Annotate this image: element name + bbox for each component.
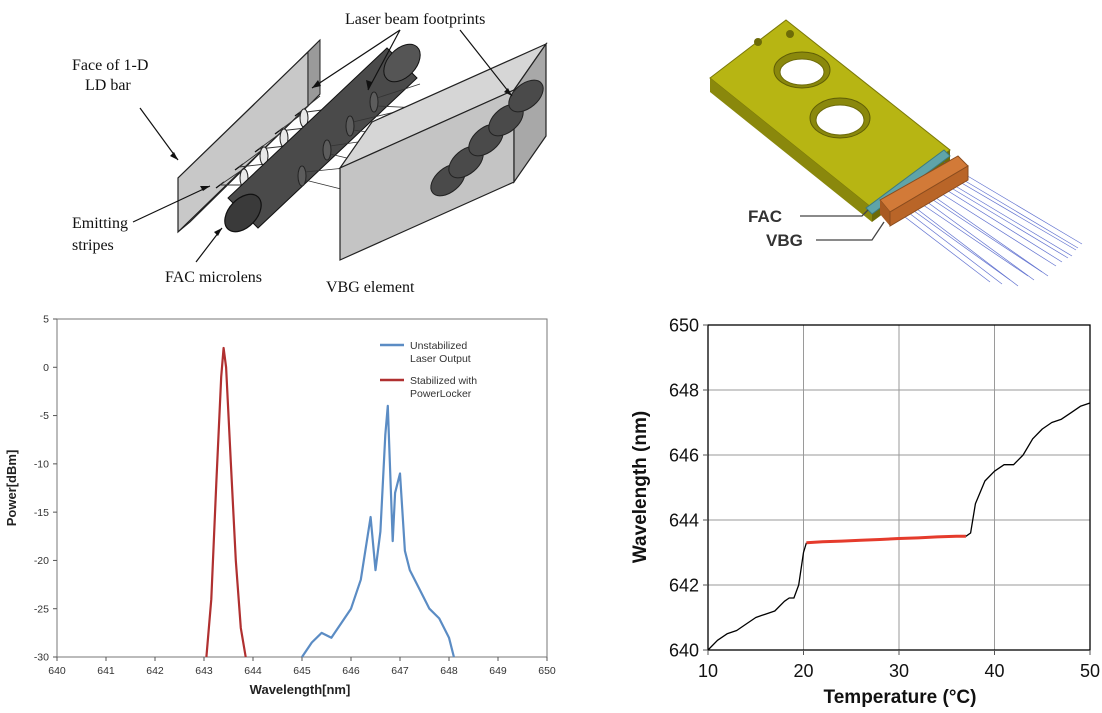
x-tick-label: 648	[440, 665, 458, 677]
spectrum-chart: 640 641 642 643 644 645 646 647 648 649 650 5 0 -5 -1…	[0, 305, 570, 705]
x-tick-label: 20	[793, 661, 813, 681]
temperature-chart: 10 20 30 40 50 650 648 646 644 642 640 Temperatur…	[620, 305, 1102, 708]
y-tick-label: 644	[669, 510, 699, 530]
legend-label-unstabilized-2: Laser Output	[410, 353, 471, 365]
x-axis-label: Temperature (°C)	[824, 687, 977, 708]
x-tick-label: 647	[391, 665, 409, 677]
series-line-1	[806, 534, 966, 545]
y-tick-label: 650	[669, 315, 699, 335]
temperature-chart-svg: 10 20 30 40 50 650 648 646 644 642 640 Temperatur…	[630, 315, 1100, 708]
legend-label-stabilized-2: PowerLocker	[410, 388, 472, 400]
label-arrows	[132, 29, 513, 263]
y-tick-label: 648	[669, 380, 699, 400]
plot-area	[56, 318, 548, 658]
y-tick-label: 646	[669, 445, 699, 465]
y-tick-label: 0	[43, 362, 49, 374]
legend: Unstabilized Laser Output Stabilized wit…	[380, 340, 477, 400]
x-tick-label: 646	[342, 665, 360, 677]
label-face-line1: Face of 1-D	[72, 57, 148, 74]
label-vbg: VBG	[766, 231, 803, 250]
ld-bar-vbg-diagram: Face of 1-D LD bar Laser beam footprints…	[0, 0, 560, 300]
label-vbg-element: VBG element	[326, 279, 415, 296]
vbg-element	[338, 42, 548, 261]
x-tick-label: 645	[293, 665, 311, 677]
label-fac-microlens: FAC microlens	[165, 269, 262, 286]
label-emitting-line1: Emitting	[72, 215, 128, 232]
label-footprints: Laser beam footprints	[345, 11, 485, 28]
y-axis-label: Wavelength (nm)	[630, 411, 651, 563]
legend-label-unstabilized-1: Unstabilized	[410, 340, 467, 352]
series-line-0	[301, 404, 455, 658]
x-tick-label: 643	[195, 665, 213, 677]
series-line-0	[707, 542, 808, 651]
label-fac: FAC	[748, 207, 782, 226]
x-tick-label: 649	[489, 665, 507, 677]
y-tick-label: -5	[40, 410, 49, 422]
x-tick-label: 641	[97, 665, 115, 677]
label-face-line2: LD bar	[85, 77, 131, 94]
vbg-block	[879, 155, 969, 227]
x-axis-label: Wavelength[nm]	[250, 682, 351, 697]
y-tick-label: -10	[34, 459, 49, 471]
y-axis-label: Power[dBm]	[4, 450, 19, 527]
series-line-1	[205, 346, 247, 658]
y-tick-label: -20	[34, 555, 49, 567]
y-tick-label: 642	[669, 575, 699, 595]
fac-vbg-3d-model: FAC VBG	[690, 0, 1102, 300]
x-tick-label: 50	[1080, 661, 1100, 681]
x-tick-label: 30	[889, 661, 909, 681]
legend-label-stabilized-1: Stabilized with	[410, 375, 477, 387]
x-tick-label: 642	[146, 665, 164, 677]
label-emitting-line2: stripes	[72, 237, 114, 254]
x-tick-label: 10	[698, 661, 718, 681]
x-tick-label: 644	[244, 665, 262, 677]
fac-vbg-render: FAC VBG	[709, 19, 1083, 287]
y-tick-label: 640	[669, 640, 699, 660]
x-tick-label: 40	[984, 661, 1004, 681]
ld-bar-schematic: Face of 1-D LD bar Laser beam footprints…	[72, 11, 548, 296]
y-tick-label: -15	[34, 507, 49, 519]
series-line-2	[965, 402, 1091, 537]
y-tick-label: -30	[34, 652, 49, 664]
spectrum-chart-svg: 640 641 642 643 644 645 646 647 648 649 650 5 0 -5 -1…	[4, 314, 556, 697]
y-tick-label: -25	[34, 603, 49, 615]
fac-microlens	[224, 43, 421, 233]
x-tick-label: 640	[48, 665, 66, 677]
x-tick-label: 650	[538, 665, 556, 677]
y-tick-label: 5	[43, 314, 49, 326]
